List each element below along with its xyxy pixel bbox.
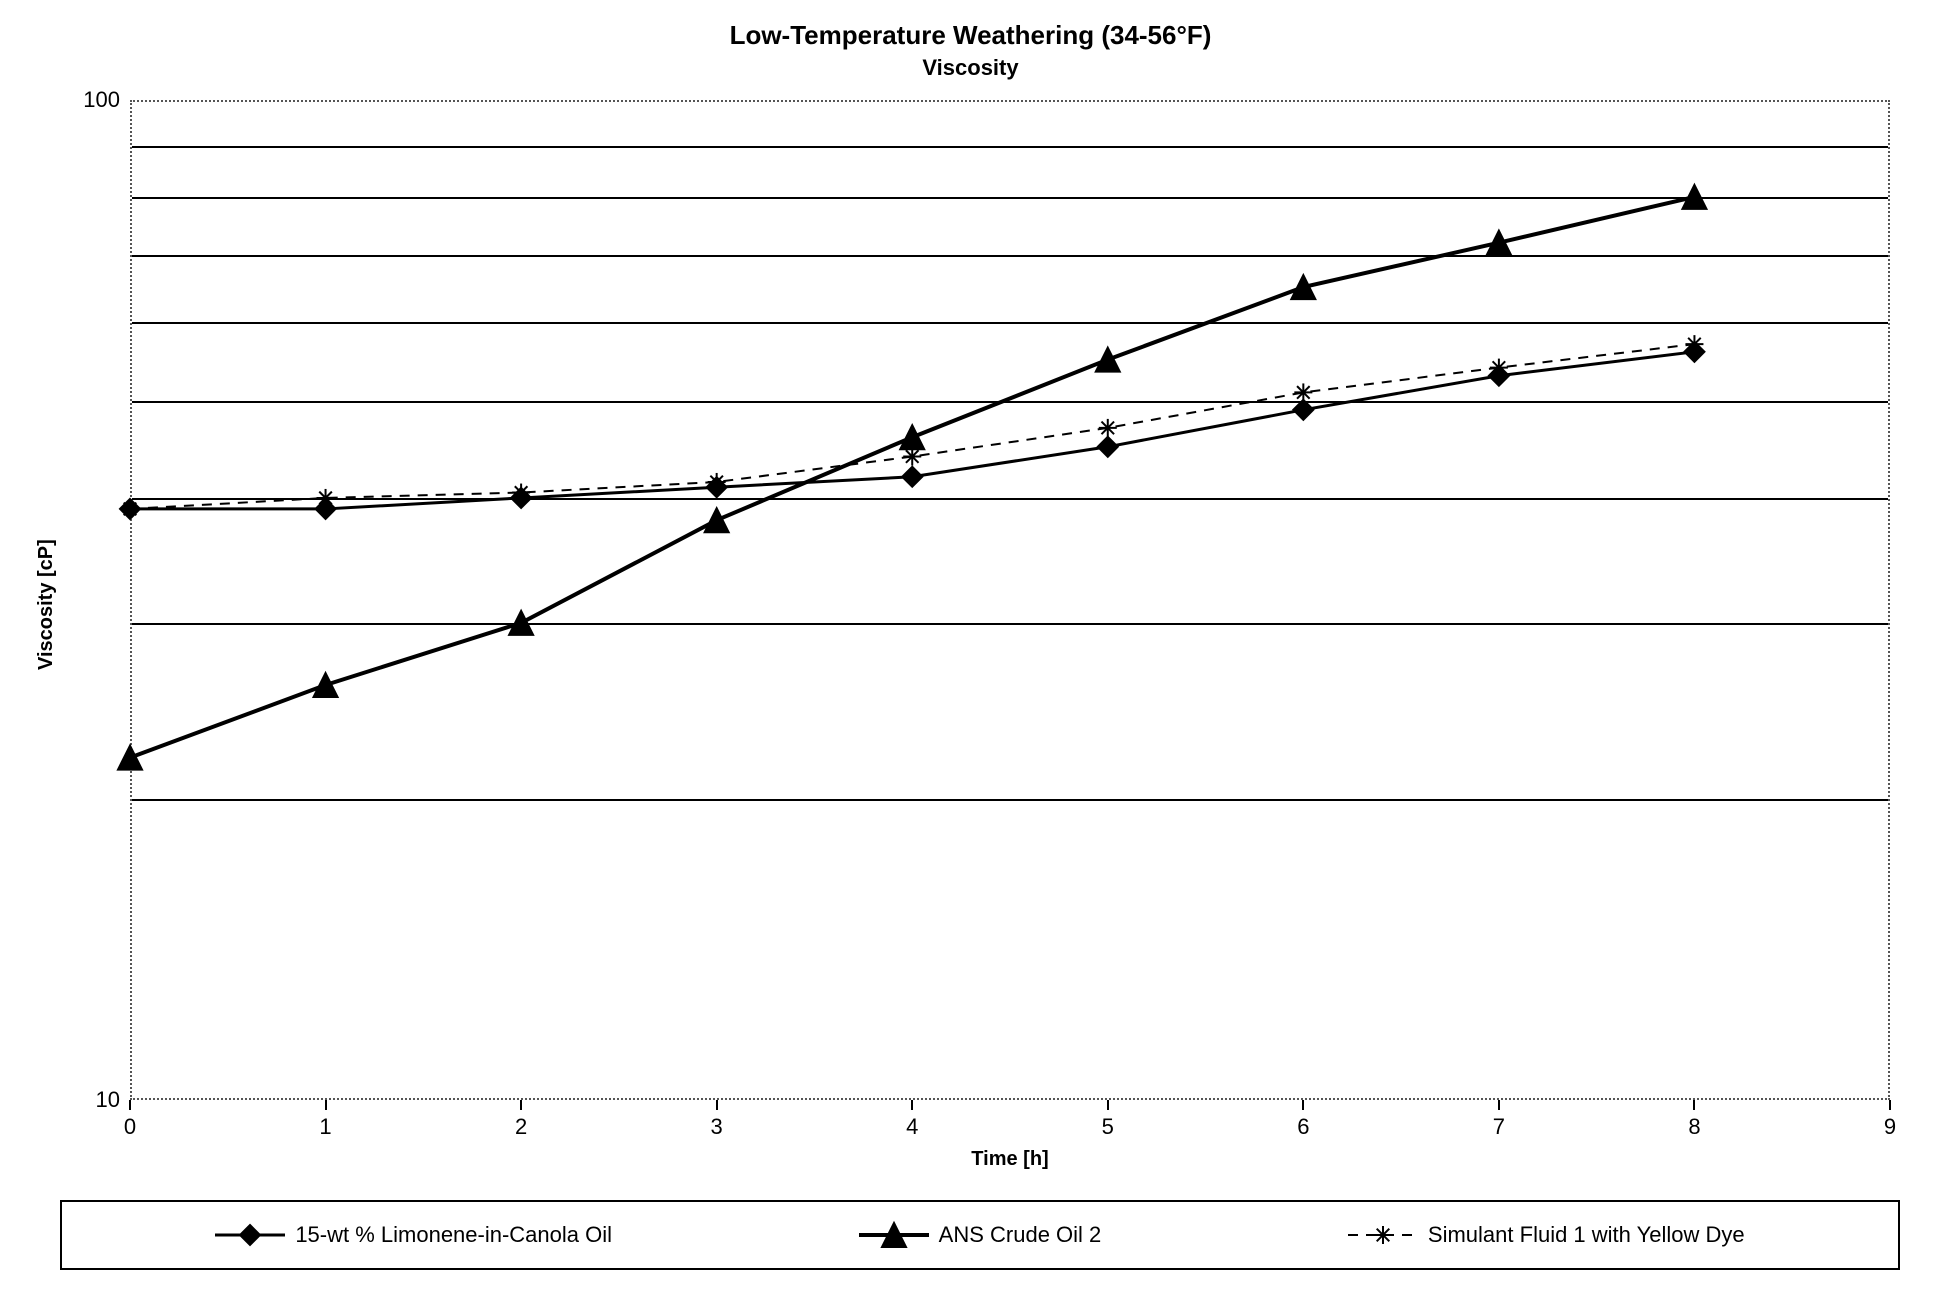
x-tick bbox=[520, 1100, 522, 1110]
legend-item-limonene: 15-wt % Limonene-in-Canola Oil bbox=[215, 1222, 612, 1248]
x-tick bbox=[1107, 1100, 1109, 1110]
x-tick bbox=[911, 1100, 913, 1110]
x-tick bbox=[1498, 1100, 1500, 1110]
legend-item-simulant: Simulant Fluid 1 with Yellow Dye bbox=[1348, 1222, 1745, 1248]
gridline bbox=[132, 197, 1888, 199]
x-tick-label: 9 bbox=[1884, 1114, 1896, 1140]
x-tick-label: 5 bbox=[1102, 1114, 1114, 1140]
chart-subtitle: Viscosity bbox=[0, 55, 1941, 81]
x-tick-label: 1 bbox=[319, 1114, 331, 1140]
x-tick-label: 6 bbox=[1297, 1114, 1309, 1140]
gridline bbox=[132, 146, 1888, 148]
series-layer bbox=[130, 100, 1890, 1100]
plot-border bbox=[130, 100, 1890, 1100]
chart-container: Low-Temperature Weathering (34-56°F) Vis… bbox=[0, 0, 1941, 1299]
gridline bbox=[132, 799, 1888, 801]
legend-label: 15-wt % Limonene-in-Canola Oil bbox=[295, 1222, 612, 1248]
x-tick bbox=[1302, 1100, 1304, 1110]
series-ans bbox=[118, 185, 1706, 770]
y-axis-label: Viscosity [cP] bbox=[35, 539, 58, 670]
series-simulant bbox=[121, 335, 1703, 518]
x-tick bbox=[1889, 1100, 1891, 1110]
legend-swatch bbox=[1348, 1225, 1418, 1245]
legend-swatch bbox=[859, 1225, 929, 1245]
series-limonene bbox=[120, 342, 1704, 519]
gridline bbox=[132, 401, 1888, 403]
x-tick bbox=[325, 1100, 327, 1110]
x-tick bbox=[129, 1100, 131, 1110]
x-tick-label: 8 bbox=[1688, 1114, 1700, 1140]
x-tick-label: 0 bbox=[124, 1114, 136, 1140]
x-tick bbox=[1693, 1100, 1695, 1110]
gridline bbox=[132, 498, 1888, 500]
legend-swatch bbox=[215, 1225, 285, 1245]
x-tick-label: 7 bbox=[1493, 1114, 1505, 1140]
gridline bbox=[132, 623, 1888, 625]
gridline bbox=[132, 322, 1888, 324]
y-tick-label: 100 bbox=[60, 87, 120, 113]
y-tick-label: 10 bbox=[60, 1087, 120, 1113]
x-tick-label: 4 bbox=[906, 1114, 918, 1140]
x-tick-label: 3 bbox=[711, 1114, 723, 1140]
legend-label: Simulant Fluid 1 with Yellow Dye bbox=[1428, 1222, 1745, 1248]
chart-title: Low-Temperature Weathering (34-56°F) bbox=[0, 20, 1941, 51]
plot-area bbox=[130, 100, 1890, 1100]
gridline bbox=[132, 255, 1888, 257]
x-axis-label: Time [h] bbox=[130, 1148, 1890, 1171]
legend: 15-wt % Limonene-in-Canola Oil ANS Crude … bbox=[60, 1200, 1900, 1270]
legend-label: ANS Crude Oil 2 bbox=[939, 1222, 1102, 1248]
legend-item-ans: ANS Crude Oil 2 bbox=[859, 1222, 1102, 1248]
x-tick-label: 2 bbox=[515, 1114, 527, 1140]
x-tick bbox=[716, 1100, 718, 1110]
